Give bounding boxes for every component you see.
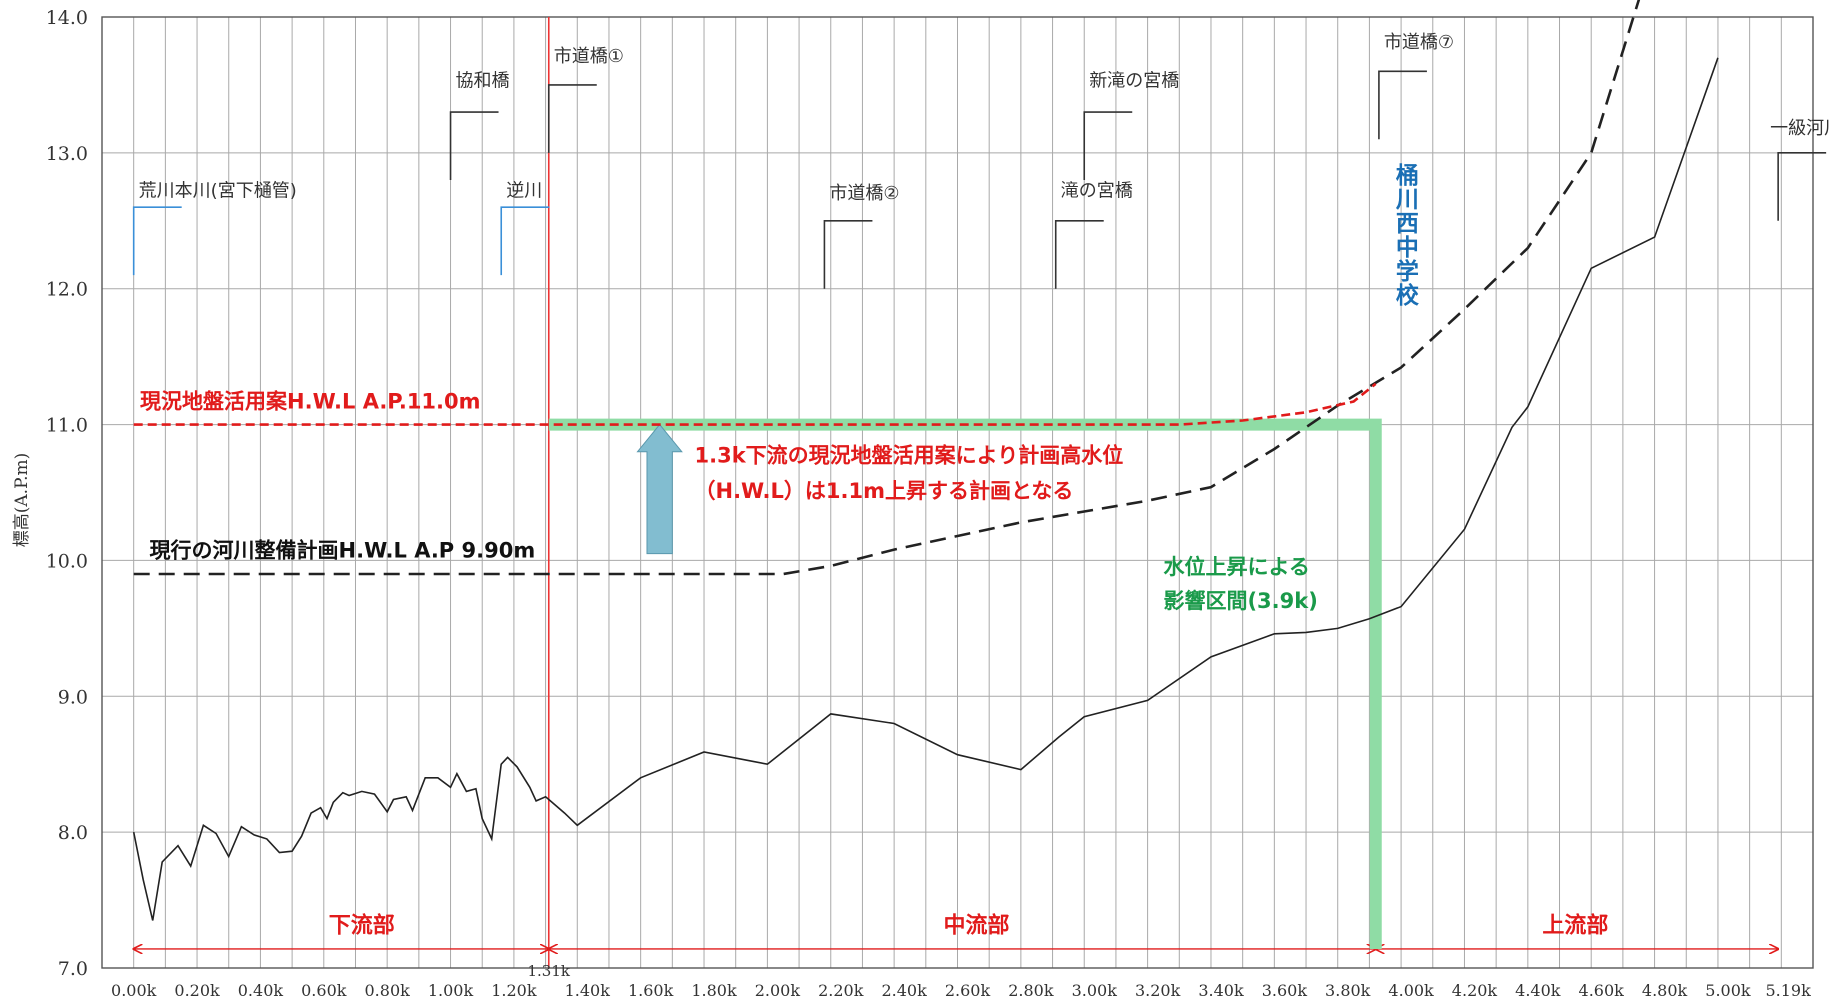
x-tick-label: 2.20k [818, 981, 864, 1000]
plot-border [101, 16, 1814, 969]
landmark-label: 荒川本川(宮下樋管) [139, 180, 297, 201]
y-tick-label: 14.0 [46, 7, 88, 29]
landmark-label: 一級河川起点 [1770, 118, 1831, 139]
school-label-char: 桶 [1396, 163, 1419, 189]
landmark-label: 新滝の宮橋 [1089, 70, 1179, 91]
x-tick-label: 4.80k [1642, 981, 1688, 1000]
y-tick-label: 11.0 [46, 415, 88, 437]
landmark-label: 市道橋⑦ [1384, 32, 1454, 53]
landmark-bracket [449, 111, 499, 181]
school-label-char: 学 [1396, 258, 1419, 285]
x-tick-label: 5.00k [1705, 981, 1751, 1000]
plot-frame [101, 16, 1814, 969]
landmark-bracket [500, 206, 550, 276]
y-tick-label: 8.0 [58, 822, 88, 844]
annotation-text: 影響区間(3.9k) [1163, 589, 1317, 613]
x-tick-label: 3.40k [1198, 981, 1244, 1000]
x-tick-label: 4.20k [1452, 981, 1498, 1000]
ground-plan-hwl-line [133, 382, 1377, 426]
x-tick-label: 1.40k [565, 981, 611, 1000]
landmark-bracket [132, 206, 182, 276]
riverbed-line [132, 57, 1719, 921]
x-tick-label: 2.00k [755, 981, 801, 1000]
landmark-label: 協和橋 [456, 70, 510, 91]
school-label-char: 川 [1396, 187, 1419, 213]
annotation-text: 1.31k [528, 962, 571, 980]
data-series [132, 0, 1719, 921]
x-tick-label: 3.60k [1262, 981, 1308, 1000]
landmark-bracket [1378, 70, 1427, 140]
annotation-text: 水位上昇による [1163, 555, 1309, 579]
y-tick-label: 12.0 [46, 279, 88, 301]
x-tick-label: 3.20k [1135, 981, 1181, 1000]
annotation-text: 上流部 [1542, 913, 1608, 939]
annotation-text: 現況地盤活用案H.W.L A.P.11.0m [140, 389, 481, 413]
annotation-text: （H.W.L）は1.1m上昇する計画となる [695, 479, 1074, 503]
annotations: 現況地盤活用案H.W.L A.P.11.0m 現行の河川整備計画H.W.L A.P… [140, 389, 1608, 980]
rise-arrow [636, 423, 683, 555]
x-tick-label: 5.19k [1765, 981, 1811, 1000]
landmark-label: 市道橋① [554, 46, 624, 67]
landmark-label: 市道橋② [829, 183, 899, 204]
x-tick-label: 0.40k [238, 981, 284, 1000]
section-markers [134, 17, 1778, 968]
x-tick-label: 4.00k [1388, 981, 1434, 1000]
x-tick-label: 1.80k [691, 981, 737, 1000]
y-tick-label: 7.0 [58, 958, 88, 980]
landmark-bracket [1777, 152, 1827, 221]
x-tick-label: 1.60k [628, 981, 674, 1000]
y-tick-label: 10.0 [46, 550, 88, 572]
x-tick-label: 1.20k [491, 981, 537, 1000]
x-tick-label: 2.40k [881, 981, 927, 1000]
x-tick-label: 4.60k [1579, 981, 1625, 1000]
landmark-bracket [1054, 219, 1104, 289]
y-tick-label: 13.0 [46, 143, 88, 165]
x-tick-label: 2.80k [1008, 981, 1054, 1000]
annotation-text: 下流部 [329, 913, 395, 939]
landmark-bracket [1083, 111, 1133, 181]
y-tick-label: 9.0 [58, 686, 88, 708]
x-tick-label: 4.40k [1515, 981, 1561, 1000]
axis-tick-labels: 7.0 8.0 9.0 10.0 11.0 12.0 13.0 14.0 0.00k 0.20k 0… [46, 7, 1811, 1000]
landmark-label: 逆川 [506, 180, 542, 201]
landmark-bracket [823, 219, 873, 289]
x-tick-label: 2.60k [945, 981, 991, 1000]
annotation-text: 中流部 [944, 913, 1010, 939]
x-tick-label: 0.00k [111, 981, 157, 1000]
landmark-bracket [547, 84, 597, 153]
annotation-text: 現行の河川整備計画H.W.L A.P 9.90m [150, 539, 536, 563]
school-label-char: 中 [1396, 235, 1419, 261]
x-tick-label: 3.00k [1072, 981, 1118, 1000]
landmark-label: 滝の宮橋 [1061, 180, 1133, 201]
x-tick-label: 0.60k [301, 981, 347, 1000]
school-label-char: 西 [1396, 211, 1419, 237]
annotation-text: 1.3k下流の現況地盤活用案により計画高水位 [695, 444, 1124, 468]
y-axis-title: 標高(A.P.m) [12, 453, 32, 547]
x-tick-label: 1.00k [428, 981, 474, 1000]
x-tick-label: 3.80k [1325, 981, 1371, 1000]
x-tick-label: 0.20k [174, 981, 220, 1000]
current-plan-hwl-line [133, 0, 1641, 576]
school-label-char: 校 [1396, 282, 1420, 309]
x-tick-label: 0.80k [365, 981, 411, 1000]
